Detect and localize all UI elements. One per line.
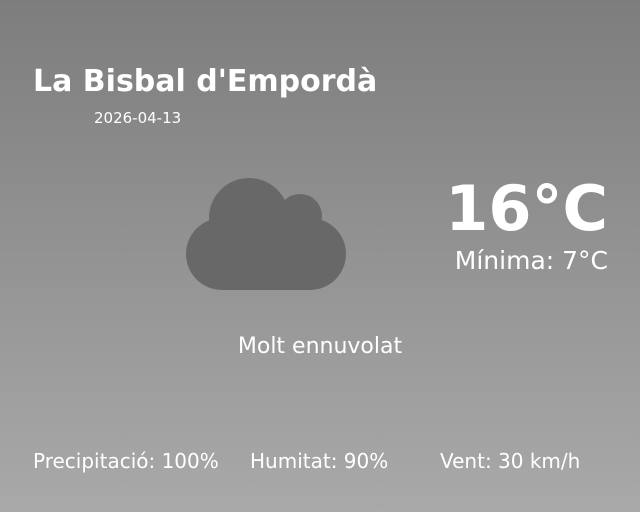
weather-condition: Molt ennuvolat xyxy=(0,334,640,359)
humidity: Humitat: 90% xyxy=(250,449,389,473)
wind: Vent: 30 km/h xyxy=(440,449,581,473)
location-title: La Bisbal d'Empordà xyxy=(33,64,378,99)
condition-text: Molt ennuvolat xyxy=(237,334,403,359)
cloud-icon xyxy=(186,178,346,290)
minimum-temperature: Mínima: 7°C xyxy=(454,246,608,275)
precipitation: Precipitació: 100% xyxy=(33,449,219,473)
current-temperature: 16°C xyxy=(445,172,608,245)
forecast-date: 2026-04-13 xyxy=(94,109,182,127)
